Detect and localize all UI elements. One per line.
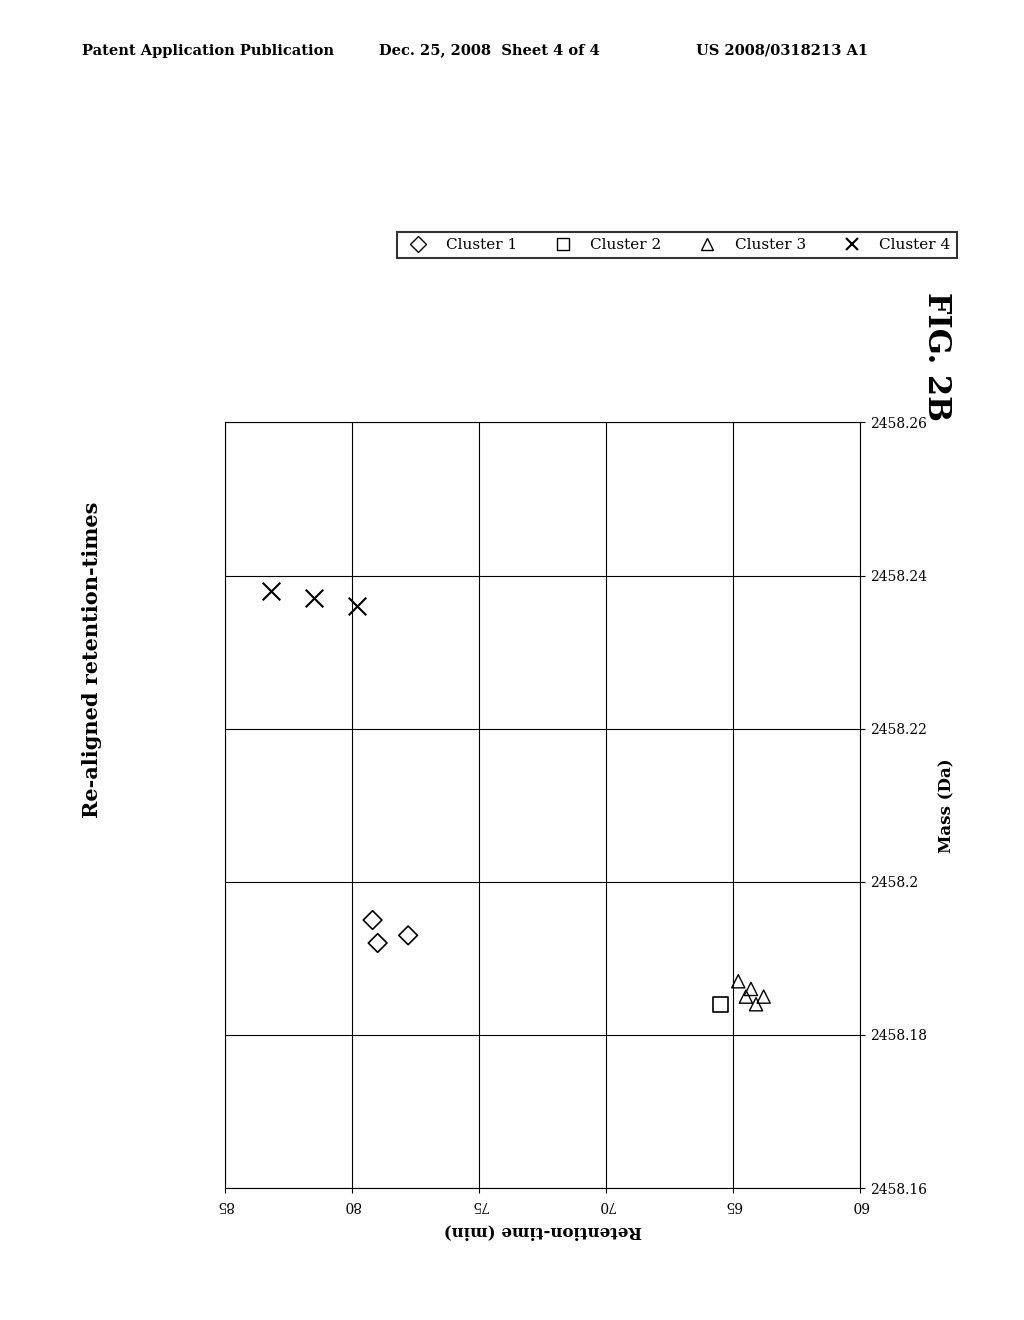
Point bbox=[730, 970, 746, 991]
Point bbox=[263, 581, 280, 602]
Legend: Cluster 1, Cluster 2, Cluster 3, Cluster 4: Cluster 1, Cluster 2, Cluster 3, Cluster… bbox=[396, 232, 956, 259]
Y-axis label: Mass (Da): Mass (Da) bbox=[938, 758, 955, 853]
X-axis label: Retention-time (min): Retention-time (min) bbox=[443, 1222, 642, 1239]
Text: FIG. 2B: FIG. 2B bbox=[922, 292, 952, 421]
Text: Patent Application Publication: Patent Application Publication bbox=[82, 44, 334, 58]
Point bbox=[737, 986, 754, 1007]
Point bbox=[306, 587, 323, 609]
Point bbox=[400, 925, 417, 946]
Point bbox=[713, 994, 729, 1015]
Text: Dec. 25, 2008  Sheet 4 of 4: Dec. 25, 2008 Sheet 4 of 4 bbox=[379, 44, 600, 58]
Text: Re-aligned retention-times: Re-aligned retention-times bbox=[82, 502, 102, 818]
Point bbox=[365, 909, 381, 931]
Point bbox=[370, 932, 386, 953]
Point bbox=[748, 994, 764, 1015]
Point bbox=[349, 595, 366, 616]
Text: US 2008/0318213 A1: US 2008/0318213 A1 bbox=[696, 44, 868, 58]
Point bbox=[756, 986, 772, 1007]
Point bbox=[742, 978, 759, 999]
